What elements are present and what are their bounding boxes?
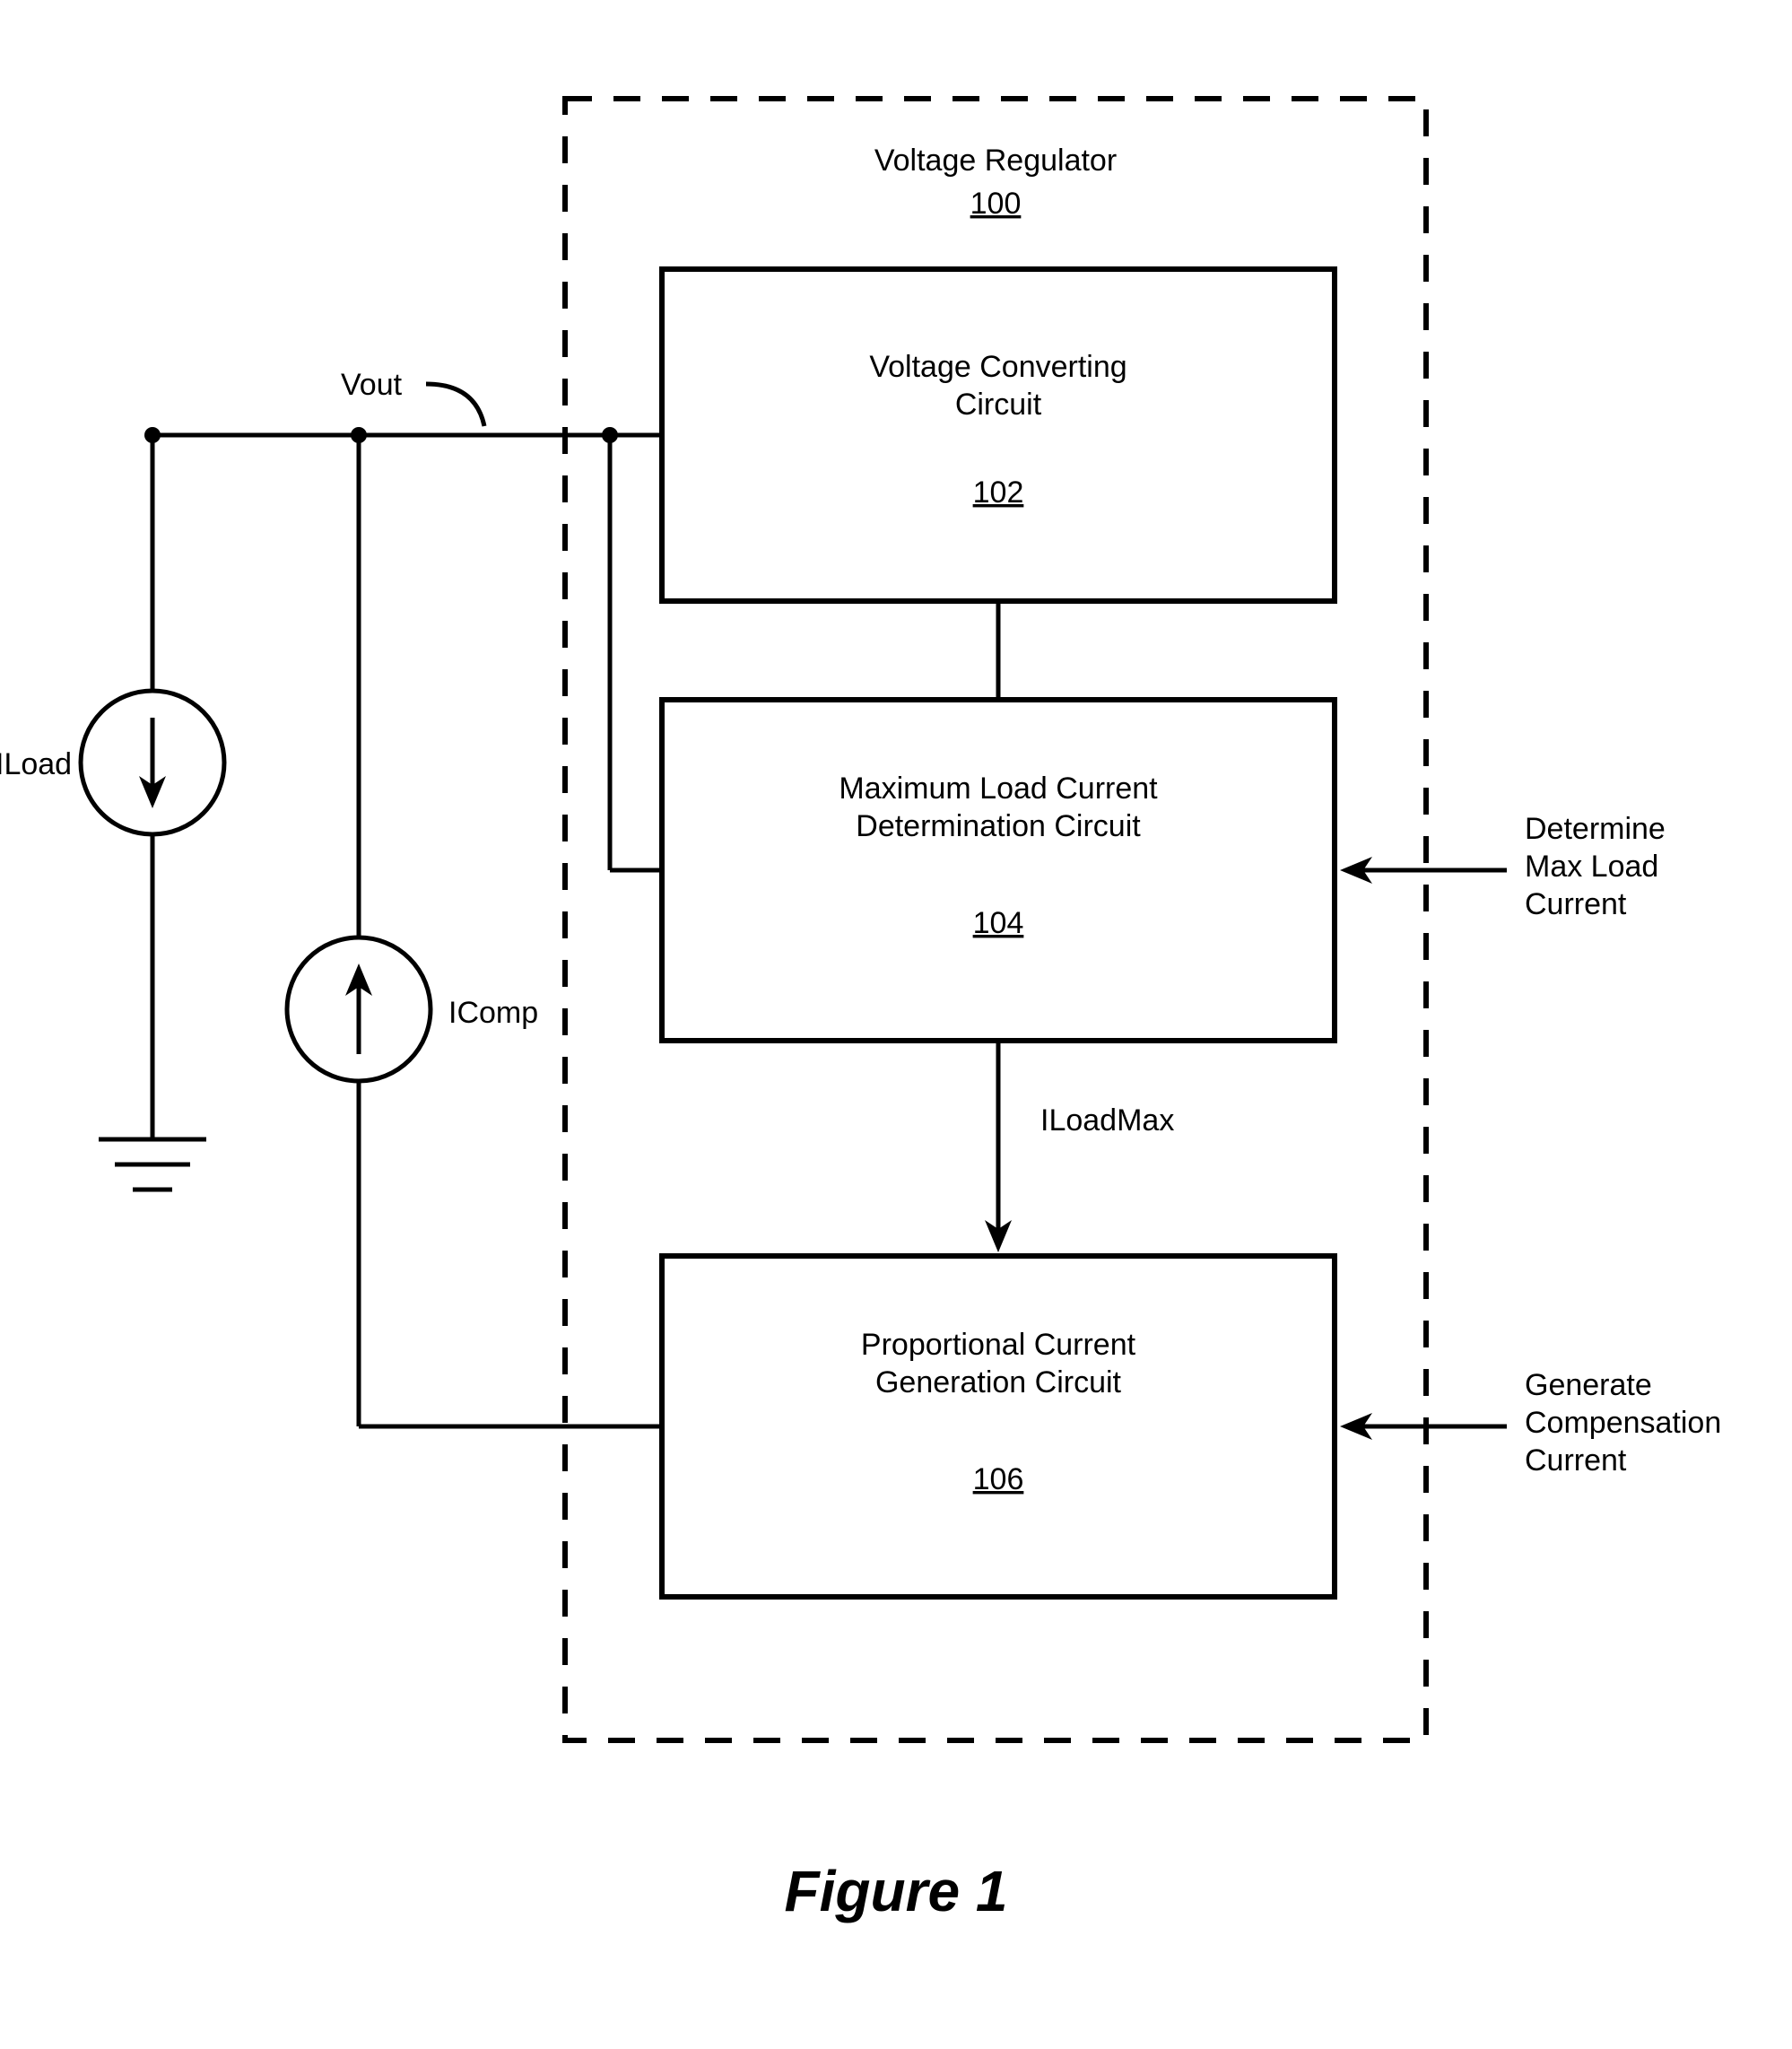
icomp-label: IComp bbox=[448, 996, 538, 1030]
determine-line2: Max Load bbox=[1525, 850, 1658, 884]
block-102-title-line1: Voltage Converting bbox=[869, 350, 1127, 384]
generate-line3: Current bbox=[1525, 1443, 1627, 1478]
vout-hook bbox=[426, 384, 484, 426]
block-102-title-line2: Circuit bbox=[955, 388, 1042, 422]
block-104-title-line1: Maximum Load Current bbox=[839, 772, 1158, 806]
generate-line1: Generate bbox=[1525, 1368, 1652, 1402]
regulator-ref: 100 bbox=[970, 187, 1022, 221]
figure-title: Figure 1 bbox=[785, 1859, 1008, 1923]
vout-label: Vout bbox=[341, 368, 403, 402]
proportional-block bbox=[662, 1256, 1335, 1597]
determine-line3: Current bbox=[1525, 887, 1627, 921]
block-104-ref: 104 bbox=[973, 906, 1024, 940]
max-load-block bbox=[662, 700, 1335, 1041]
block-106-ref: 106 bbox=[973, 1462, 1024, 1496]
voltage-converting-block bbox=[662, 269, 1335, 601]
determine-line1: Determine bbox=[1525, 812, 1666, 846]
block-diagram-svg: Voltage Regulator 100 Voltage Converting… bbox=[0, 0, 1792, 2049]
node-vout-branch bbox=[602, 427, 618, 443]
generate-line2: Compensation bbox=[1525, 1406, 1721, 1440]
iloadmax-label: ILoadMax bbox=[1040, 1103, 1174, 1138]
block-102-ref: 102 bbox=[973, 475, 1024, 510]
block-106-title-line2: Generation Circuit bbox=[875, 1365, 1122, 1399]
regulator-title: Voltage Regulator bbox=[874, 144, 1117, 178]
block-106-title-line1: Proportional Current bbox=[861, 1328, 1136, 1362]
iload-label: ILoad bbox=[0, 747, 72, 781]
block-104-title-line2: Determination Circuit bbox=[856, 809, 1141, 843]
ground-icon bbox=[99, 1139, 206, 1190]
